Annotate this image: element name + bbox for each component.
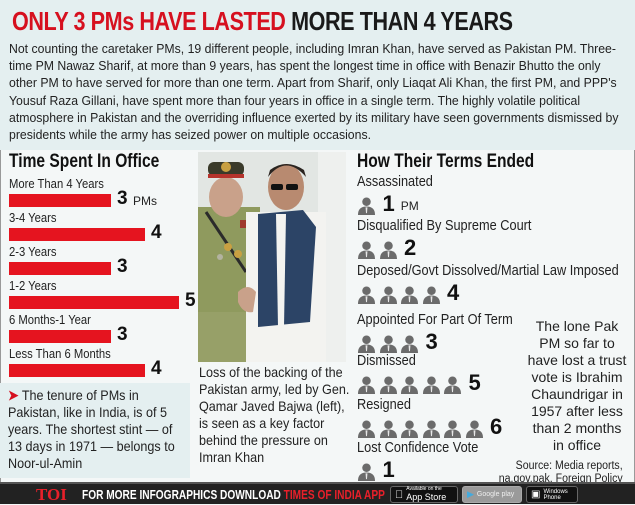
terms-chart-title: How Their Terms Ended bbox=[357, 151, 535, 172]
intro-text: Not counting the caretaker PMs, 19 diffe… bbox=[9, 41, 619, 143]
footer-banner: TOI FOR MORE INFOGRAPHICS DOWNLOAD TIMES… bbox=[0, 482, 635, 504]
play-icon: ▶ bbox=[467, 489, 474, 499]
person-icon bbox=[422, 286, 441, 304]
bar-label: More Than 4 Years bbox=[9, 177, 104, 191]
bar-label: 3-4 Years bbox=[9, 211, 57, 225]
term-end-label: Lost Confidence Vote bbox=[357, 440, 479, 456]
term-end-value: 2 bbox=[404, 235, 417, 260]
person-icon bbox=[357, 241, 376, 259]
person-icon bbox=[379, 335, 398, 353]
term-end-label: Assassinated bbox=[357, 174, 433, 190]
tenure-note: ➤ The tenure of PMs in Pakistan, like in… bbox=[8, 387, 179, 472]
bar-unit: PMs bbox=[133, 194, 157, 208]
apple-icon:  bbox=[395, 489, 403, 501]
tenure-note-text: The tenure of PMs in Pakistan, like in I… bbox=[8, 387, 175, 471]
title-red: ONLY 3 PMs HAVE LASTED bbox=[12, 6, 286, 36]
term-end-value: 1 bbox=[382, 457, 395, 482]
bar-value: 3 bbox=[117, 256, 128, 277]
term-end-value: 1 bbox=[382, 191, 395, 216]
person-icon bbox=[357, 286, 376, 304]
bar-label: 6 Months-1 Year bbox=[9, 313, 91, 327]
bar-value: 5 bbox=[185, 290, 196, 311]
term-end-value: 4 bbox=[447, 280, 460, 305]
bar-label: Less Than 6 Months bbox=[9, 347, 111, 361]
term-end-value: 6 bbox=[490, 414, 503, 439]
header-panel: ONLY 3 PMs HAVE LASTED MORE THAN 4 YEARS… bbox=[0, 0, 635, 150]
person-icon bbox=[443, 420, 462, 438]
trust-vote-note: The lone Pak PM so far to have lost a tr… bbox=[527, 318, 627, 453]
term-end-label: Resigned bbox=[357, 397, 411, 413]
google-play-badge[interactable]: ▶ Google play bbox=[462, 486, 522, 503]
term-end-value: 3 bbox=[425, 329, 438, 354]
windows-line-2: Phone bbox=[543, 494, 561, 501]
person-icon bbox=[400, 286, 419, 304]
term-end-value: 5 bbox=[468, 370, 481, 395]
footer-promo-red: TIMES OF INDIA APP bbox=[283, 487, 385, 502]
bar bbox=[9, 262, 111, 275]
person-icon bbox=[357, 420, 376, 438]
bar bbox=[9, 296, 179, 309]
person-icon bbox=[400, 335, 419, 353]
person-icon bbox=[379, 241, 398, 259]
bar-value: 4 bbox=[151, 358, 162, 379]
term-end-unit: PM bbox=[400, 199, 419, 213]
page-title: ONLY 3 PMs HAVE LASTED MORE THAN 4 YEARS bbox=[12, 6, 513, 37]
pictograph-row: 4 bbox=[357, 282, 459, 304]
toi-logo[interactable]: TOI bbox=[36, 485, 67, 504]
bar bbox=[9, 194, 111, 207]
app-store-small: Available on the bbox=[398, 486, 442, 492]
bar bbox=[9, 228, 145, 241]
pictograph-row: 2 bbox=[357, 237, 416, 259]
person-icon bbox=[422, 376, 441, 394]
photo-caption: Loss of the backing of the Pakistan army… bbox=[199, 364, 350, 465]
bar-value: 4 bbox=[151, 222, 162, 243]
term-end-label: Disqualified By Supreme Court bbox=[357, 218, 532, 234]
term-end-label: Deposed/Govt Dissolved/Martial Law Impos… bbox=[357, 263, 619, 279]
bar-label: 2-3 Years bbox=[9, 245, 57, 259]
footer-promo: FOR MORE INFOGRAPHICS DOWNLOAD TIMES OF … bbox=[82, 487, 385, 502]
arrow-icon: ➤ bbox=[8, 387, 19, 403]
person-icon bbox=[379, 376, 398, 394]
person-icon bbox=[400, 376, 419, 394]
person-icon bbox=[357, 197, 376, 215]
photo-bajwa-imran bbox=[198, 152, 346, 362]
bar-value: 3 bbox=[117, 324, 128, 345]
photo-illustration bbox=[198, 152, 346, 362]
source-line-1: Source: Media reports, bbox=[515, 460, 623, 472]
person-icon bbox=[465, 420, 484, 438]
windows-icon: ▣ bbox=[531, 489, 541, 500]
bar bbox=[9, 364, 145, 377]
person-icon bbox=[443, 376, 462, 394]
windows-line-1: Windows bbox=[543, 488, 568, 495]
app-store-label: App Store bbox=[398, 492, 446, 502]
pictograph-row: 6 bbox=[357, 416, 502, 438]
bar bbox=[9, 330, 111, 343]
term-end-label: Appointed For Part Of Term bbox=[357, 312, 513, 328]
person-icon bbox=[357, 335, 376, 353]
pictograph-row: 1 PM bbox=[357, 193, 419, 215]
pictograph-row: 5 bbox=[357, 372, 481, 394]
bar-value: 3 bbox=[117, 188, 128, 209]
term-end-label: Dismissed bbox=[357, 353, 416, 369]
person-icon bbox=[357, 376, 376, 394]
person-icon bbox=[357, 463, 376, 481]
person-icon bbox=[379, 420, 398, 438]
person-icon bbox=[379, 286, 398, 304]
footer-promo-white: FOR MORE INFOGRAPHICS DOWNLOAD bbox=[82, 487, 284, 502]
person-icon bbox=[422, 420, 441, 438]
person-icon bbox=[400, 420, 419, 438]
windows-phone-badge[interactable]: ▣ Windows Phone bbox=[526, 486, 578, 503]
tenure-note-panel: ➤ The tenure of PMs in Pakistan, like in… bbox=[0, 383, 190, 478]
pictograph-row: 1 bbox=[357, 459, 395, 481]
bar-label: 1-2 Years bbox=[9, 279, 57, 293]
pictograph-row: 3 bbox=[357, 331, 438, 353]
time-chart-title: Time Spent In Office bbox=[9, 151, 160, 172]
google-play-label: Google play bbox=[476, 491, 515, 498]
title-black: MORE THAN 4 YEARS bbox=[291, 6, 513, 36]
